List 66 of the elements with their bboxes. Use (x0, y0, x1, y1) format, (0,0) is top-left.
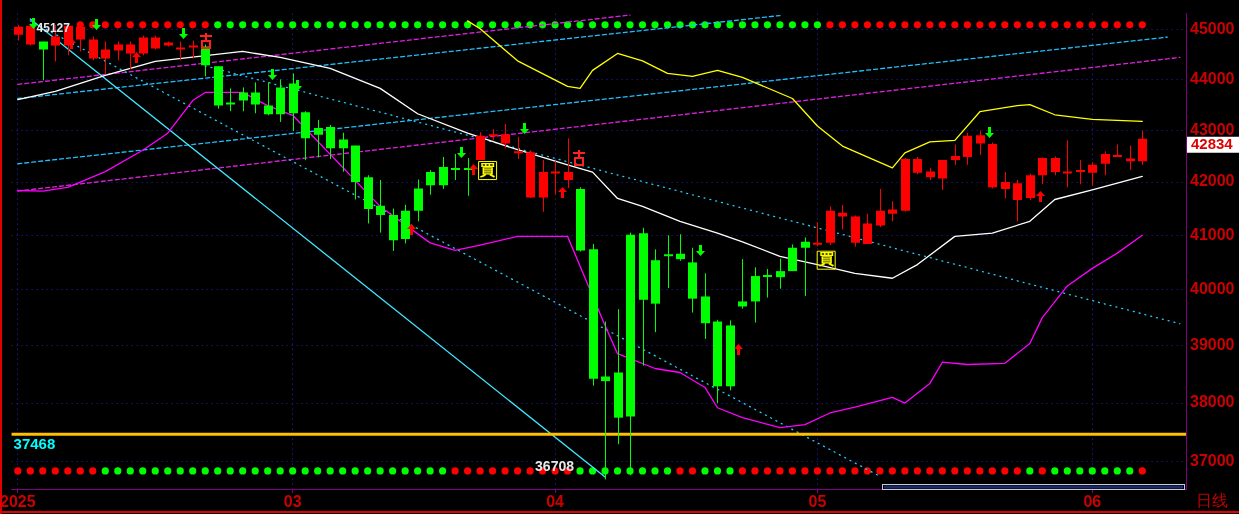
candlestick (1101, 150, 1110, 176)
candlestick (1026, 173, 1035, 201)
candlestick (101, 41, 110, 75)
annotation: 買 (479, 160, 496, 178)
candlestick (264, 81, 273, 116)
candlestick (1038, 157, 1047, 185)
candlestick (1076, 159, 1085, 185)
y-tick-label: 37000 (1190, 452, 1235, 470)
candlestick (551, 160, 560, 196)
y-tick-label: 40000 (1190, 280, 1235, 298)
candlestick (314, 119, 323, 159)
y-tick-label: 44000 (1190, 69, 1235, 87)
x-tick-label: 06 (1083, 493, 1102, 511)
candlestick (963, 132, 972, 166)
ref-line-label: 37468 (13, 434, 56, 452)
candlestick (176, 41, 185, 61)
candlestick (501, 123, 510, 149)
candlestick (951, 144, 960, 166)
candlestick (376, 179, 385, 234)
candlestick (564, 137, 573, 189)
y-tick-label: 38000 (1190, 393, 1235, 411)
candlestick (938, 159, 947, 191)
x-tick-label: 05 (808, 493, 827, 511)
candlestick (1051, 155, 1060, 176)
candlestick (451, 153, 460, 181)
candlestick (126, 41, 135, 70)
candlestick (226, 87, 235, 112)
candlestick (326, 124, 335, 160)
candlestick (439, 156, 448, 190)
candlestick (813, 221, 822, 247)
candlestick (251, 81, 260, 114)
candlestick (1138, 130, 1147, 166)
candlestick (976, 130, 985, 156)
candlestick (876, 188, 885, 228)
candlestick (1001, 171, 1010, 199)
candlestick (1063, 139, 1072, 188)
candlestick (838, 204, 847, 230)
candlestick (863, 213, 872, 245)
candlestick (139, 35, 148, 56)
annotation: 買 (817, 250, 834, 268)
candlestick (763, 268, 772, 299)
candlestick (514, 136, 523, 160)
candlestick (89, 36, 98, 61)
candlestick (339, 132, 348, 173)
annotation: 36708 (535, 458, 575, 475)
candlestick (738, 258, 747, 310)
candlestick (888, 200, 897, 222)
candlestick (776, 258, 785, 290)
candlestick (1013, 179, 1022, 222)
y-tick-label: 39000 (1190, 336, 1235, 354)
x-tick-label: 03 (283, 493, 302, 511)
y-tick-label: 41000 (1190, 225, 1235, 243)
candlestick (1088, 161, 1097, 187)
candlestick (664, 234, 673, 289)
candlestick (76, 24, 85, 52)
candlestick (801, 236, 810, 297)
x-tick-label: 04 (546, 493, 565, 511)
candlestick (788, 243, 797, 272)
candlestick (426, 169, 435, 196)
candlestick (414, 178, 423, 222)
x-tick-label: 2025 (0, 493, 36, 511)
candlestick (676, 233, 685, 262)
text: 日线 (1196, 492, 1228, 510)
y-tick-label: 42000 (1190, 172, 1235, 190)
candlestick (239, 86, 248, 112)
y-tick-label: 45000 (1190, 20, 1235, 38)
